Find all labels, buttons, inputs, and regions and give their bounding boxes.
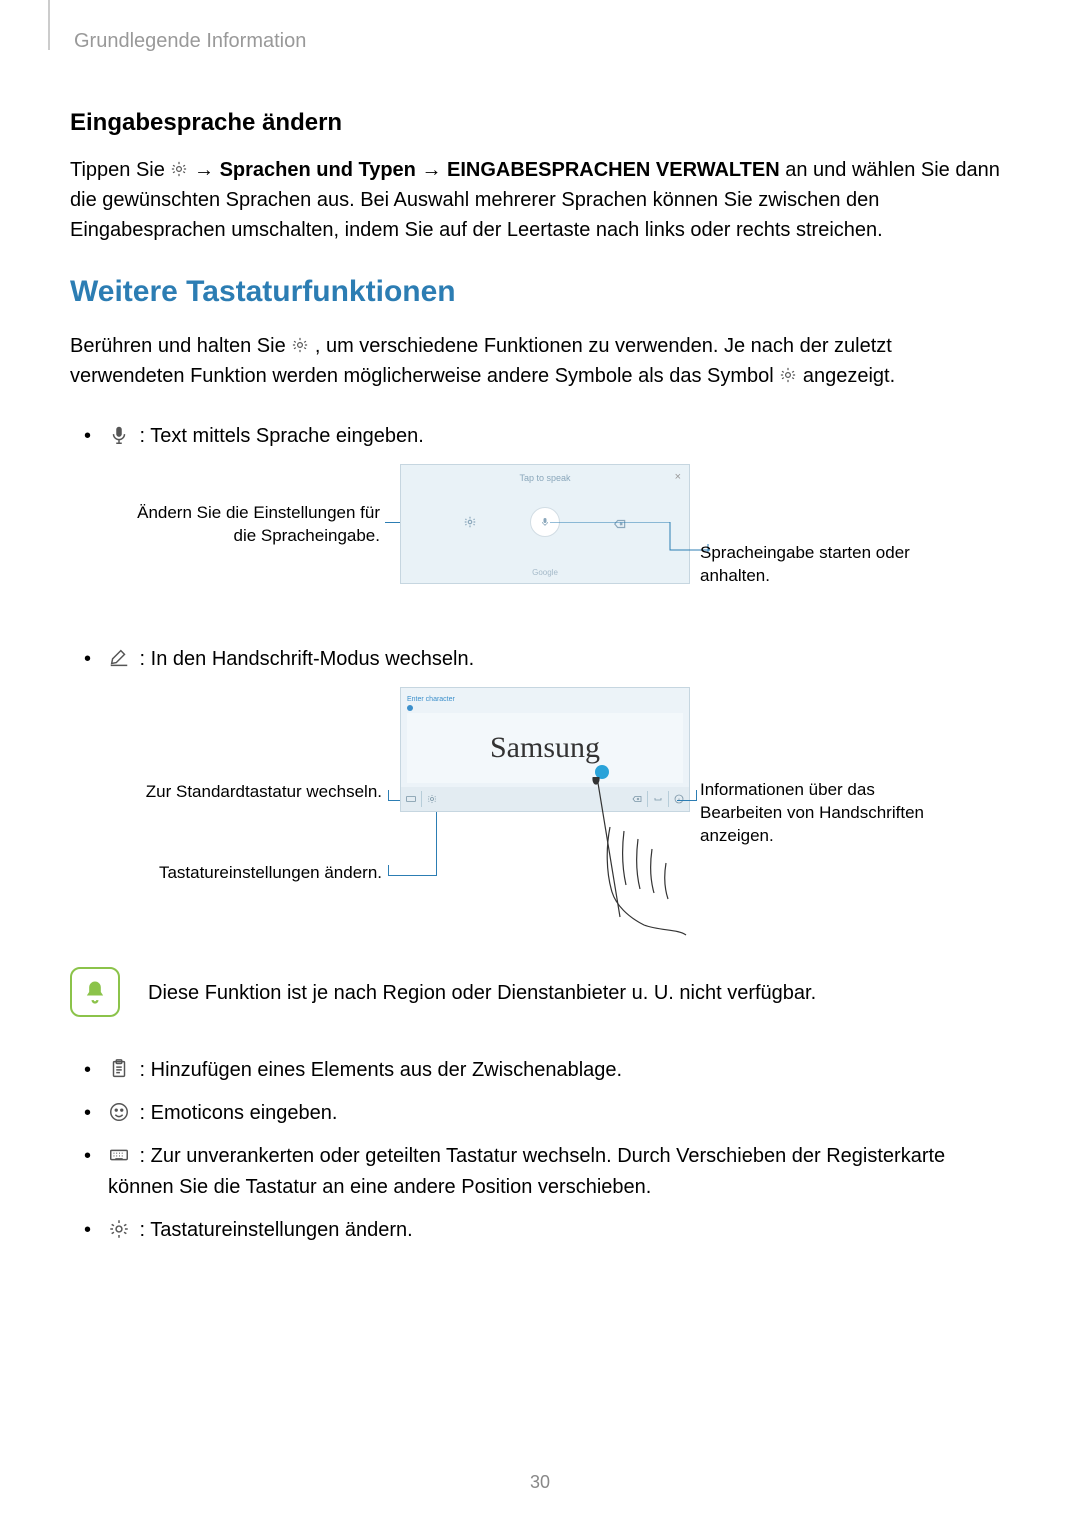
- clipboard-icon: [108, 1058, 130, 1080]
- gear-icon: [291, 333, 309, 351]
- list-item: : Emoticons eingeben.: [78, 1098, 1010, 1129]
- list-item: : Hinzufügen eines Elements aus der Zwis…: [78, 1055, 1010, 1086]
- gear-icon: [422, 787, 442, 811]
- note-text: Diese Funktion ist je nach Region oder D…: [148, 967, 816, 1007]
- callout-left: Ändern Sie die Einstellungen für die Spr…: [110, 502, 380, 548]
- text-fragment: Berühren und halten Sie: [70, 335, 291, 357]
- paragraph-intro: Berühren und halten Sie , um verschieden…: [70, 331, 1010, 391]
- hint-text: Enter character: [407, 696, 455, 703]
- callout-left-2: Tastatureinstellungen ändern.: [110, 863, 382, 883]
- handwriting-area: Samsung: [407, 713, 683, 783]
- note-row: Diese Funktion ist je nach Region oder D…: [70, 967, 1010, 1017]
- list-text: : Zur unverankerten oder geteilten Tasta…: [108, 1145, 945, 1198]
- callout-text: Informationen über das: [700, 780, 875, 799]
- keyboard-icon: [108, 1144, 130, 1166]
- sample-handwriting: Samsung: [490, 731, 600, 765]
- mic-icon: [108, 424, 130, 446]
- figure-handwriting: Zur Standardtastatur wechseln. Tastature…: [110, 687, 960, 947]
- breadcrumb: Grundlegende Information: [74, 30, 1010, 53]
- paragraph-eingabesprache: Tippen Sie → Sprachen und Typen → EINGAB…: [70, 155, 1010, 245]
- hint-bar: Enter character: [401, 688, 689, 704]
- callout-text: Bearbeiten von Handschriften: [700, 803, 924, 822]
- gear-icon: [463, 515, 477, 529]
- callout-tick: [696, 790, 697, 801]
- list-text: : In den Handschrift-Modus wechseln.: [134, 648, 474, 670]
- note-bell-icon: [70, 967, 120, 1017]
- list-text: : Tastatureinstellungen ändern.: [134, 1219, 413, 1241]
- callout-line: [436, 807, 437, 876]
- figure-voice-input: Ändern Sie die Einstellungen für die Spr…: [110, 464, 930, 624]
- feature-list-2: : Hinzufügen eines Elements aus der Zwis…: [70, 1055, 1010, 1246]
- tap-to-speak-label: Tap to speak: [519, 473, 570, 483]
- text-bold: Sprachen und Typen: [220, 159, 416, 181]
- list-item: : In den Handschrift-Modus wechseln.: [78, 644, 1010, 675]
- text-bold: EINGABESPRACHEN VERWALTEN: [447, 159, 780, 181]
- google-label: Google: [532, 568, 558, 577]
- feature-list: : Text mittels Sprache eingeben.: [70, 421, 1010, 452]
- callout-line: [388, 875, 437, 876]
- list-item: : Tastatureinstellungen ändern.: [78, 1215, 1010, 1246]
- callout-right: Spracheingabe starten oder anhalten.: [700, 542, 930, 588]
- subheading-eingabesprache: Eingabesprache ändern: [70, 109, 1010, 137]
- callout-left-1: Zur Standardtastatur wechseln.: [110, 782, 382, 802]
- list-item: : Text mittels Sprache eingeben.: [78, 421, 1010, 452]
- callout-text: Spracheingabe starten oder: [700, 543, 910, 562]
- callout-right: Informationen über das Bearbeiten von Ha…: [700, 779, 950, 848]
- heading-weitere: Weitere Tastaturfunktionen: [70, 275, 1010, 309]
- feature-list: : In den Handschrift-Modus wechseln.: [70, 644, 1010, 675]
- callout-line-right: [550, 522, 715, 552]
- list-text: : Text mittels Sprache eingeben.: [134, 425, 424, 447]
- text-fragment: Tippen Sie: [70, 159, 170, 181]
- list-text: : Emoticons eingeben.: [134, 1102, 337, 1124]
- page-margin-rule: [48, 0, 50, 50]
- text-fragment: →: [421, 159, 447, 181]
- page-content: Grundlegende Information Eingabesprache …: [0, 0, 1080, 1246]
- callout-text: Ändern Sie die Einstellungen für: [110, 502, 380, 525]
- hand-illustration: [570, 777, 690, 937]
- text-fragment: angezeigt.: [803, 365, 895, 387]
- page-number: 30: [530, 1472, 550, 1493]
- gear-icon: [779, 363, 797, 381]
- caret-dot: [407, 705, 413, 711]
- callout-text: die Spracheingabe.: [110, 525, 380, 548]
- callout-text: anzeigen.: [700, 826, 774, 845]
- text-fragment: →: [194, 159, 220, 181]
- pen-icon: [108, 647, 130, 669]
- gear-icon: [170, 157, 188, 175]
- list-item: : Zur unverankerten oder geteilten Tasta…: [78, 1141, 1010, 1203]
- close-icon: ×: [675, 471, 681, 483]
- gear-icon: [108, 1218, 130, 1240]
- keyboard-mode-icon: [401, 787, 421, 811]
- callout-text: anhalten.: [700, 566, 770, 585]
- list-text: : Hinzufügen eines Elements aus der Zwis…: [134, 1059, 622, 1081]
- smiley-icon: [108, 1101, 130, 1123]
